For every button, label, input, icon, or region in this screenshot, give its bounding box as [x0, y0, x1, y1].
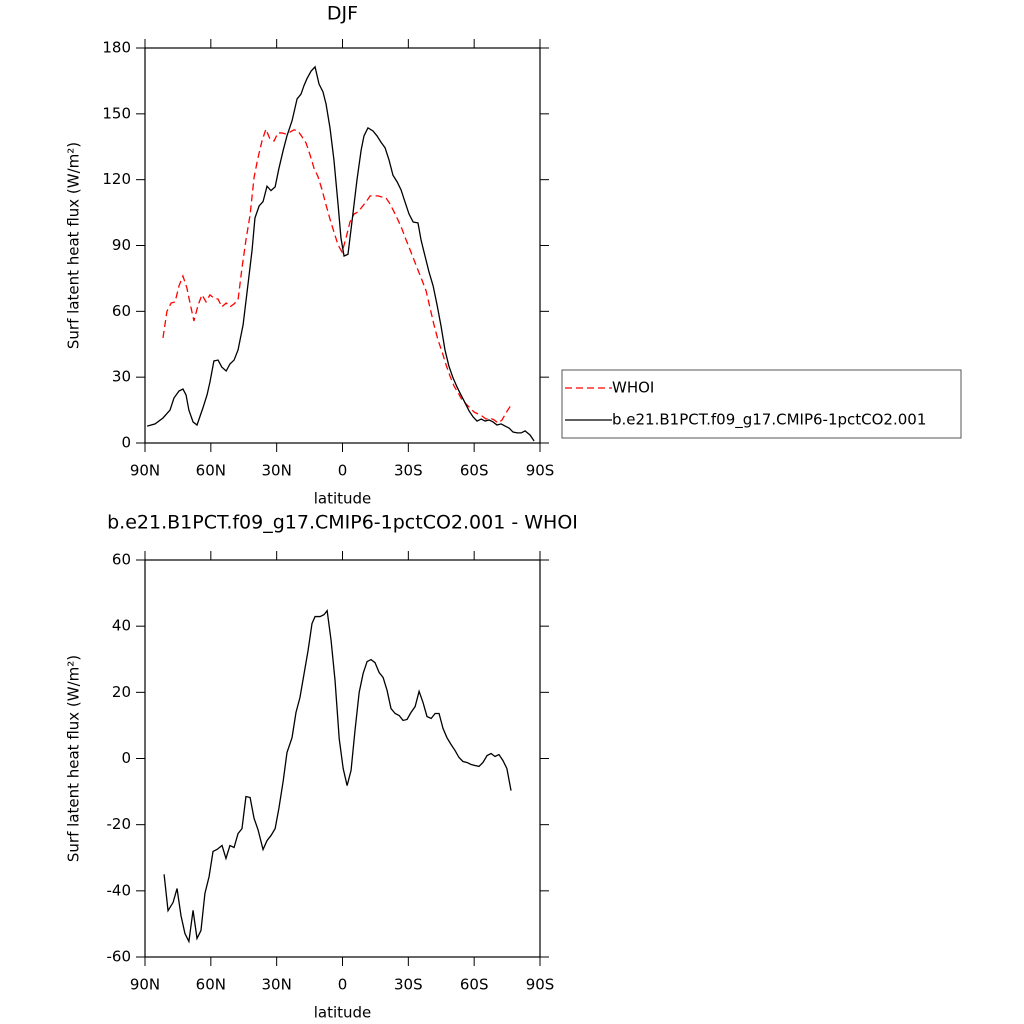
x-tick-label: 60S: [460, 462, 489, 480]
x-tick-label: 60N: [196, 462, 226, 480]
y-tick-label: 30: [112, 368, 131, 386]
legend-label: b.e21.B1PCT.f09_g17.CMIP6-1pctCO2.001: [612, 411, 926, 430]
y-tick-label: 180: [102, 39, 131, 57]
x-axis-label: latitude: [314, 1004, 372, 1022]
legend-label: WHOI: [612, 379, 654, 397]
y-tick-label: -60: [107, 948, 132, 966]
x-axis-label: latitude: [314, 490, 372, 508]
y-tick-label: 60: [112, 302, 131, 320]
x-tick-label: 30S: [394, 976, 423, 994]
x-tick-label: 90S: [526, 462, 555, 480]
chart-title: b.e21.B1PCT.f09_g17.CMIP6-1pctCO2.001 - …: [107, 512, 578, 534]
y-tick-label: 60: [112, 551, 131, 569]
x-tick-label: 0: [338, 976, 348, 994]
x-tick-label: 30S: [394, 462, 423, 480]
x-tick-label: 60S: [460, 976, 489, 994]
y-axis-label: Surf latent heat flux (W/m²): [65, 142, 83, 349]
x-tick-label: 30N: [262, 462, 292, 480]
x-tick-label: 90S: [526, 976, 555, 994]
y-tick-label: 150: [102, 104, 131, 122]
y-tick-label: -20: [107, 815, 132, 833]
y-axis-label: Surf latent heat flux (W/m²): [65, 655, 83, 862]
x-tick-label: 90N: [130, 462, 160, 480]
y-tick-label: 0: [121, 749, 131, 767]
legend-box: [561, 369, 962, 439]
data-line: [162, 127, 512, 424]
data-line: [163, 608, 512, 944]
y-tick-label: 90: [112, 236, 131, 254]
data-line: [147, 65, 535, 442]
x-tick-label: 0: [338, 462, 348, 480]
y-tick-label: 120: [102, 170, 131, 188]
x-tick-label: 90N: [130, 976, 160, 994]
chart-title: DJF: [327, 3, 358, 25]
y-tick-label: 20: [112, 683, 131, 701]
x-tick-label: 30N: [262, 976, 292, 994]
y-tick-label: 40: [112, 617, 131, 635]
y-tick-label: -40: [107, 881, 132, 899]
y-tick-label: 0: [121, 434, 131, 452]
x-tick-label: 60N: [196, 976, 226, 994]
